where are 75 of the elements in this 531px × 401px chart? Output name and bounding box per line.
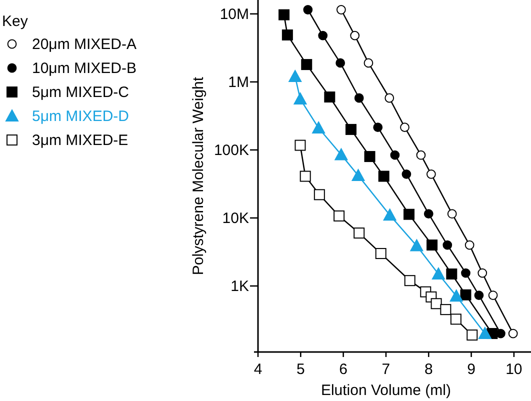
point <box>282 29 293 40</box>
point <box>318 30 328 40</box>
point <box>488 290 498 300</box>
point <box>352 169 365 182</box>
point <box>373 122 383 132</box>
point <box>384 93 394 103</box>
point <box>446 268 458 280</box>
point <box>508 328 518 338</box>
x-tick-label: 5 <box>296 361 305 378</box>
point <box>450 290 463 302</box>
point <box>404 275 416 286</box>
point <box>426 240 438 251</box>
legend-label: 5μm MIXED-C <box>32 84 130 101</box>
point <box>383 208 396 221</box>
x-tick-label: 9 <box>467 361 476 378</box>
point <box>303 5 313 14</box>
point <box>314 189 325 200</box>
x-tick-label: 6 <box>339 361 348 378</box>
point <box>294 140 306 151</box>
legend-title: Key <box>2 13 28 30</box>
x-tick-label: 7 <box>382 361 390 378</box>
point <box>400 122 410 132</box>
legend-label: 3μm MIXED-E <box>32 132 128 149</box>
point <box>450 314 462 325</box>
point <box>301 59 312 70</box>
y-tick-label: 1M <box>228 74 249 92</box>
point <box>278 9 290 20</box>
point <box>430 298 442 310</box>
point <box>334 148 348 160</box>
y-tick-label: 100K <box>214 142 249 160</box>
point <box>410 239 424 252</box>
point <box>364 58 374 68</box>
point <box>460 289 472 300</box>
point <box>440 304 452 316</box>
point <box>288 70 302 82</box>
point <box>375 248 386 260</box>
legend-label: 10μm MIXED-B <box>32 60 136 77</box>
point <box>426 169 436 179</box>
x-axis-title: Elution Volume (ml) <box>320 382 451 399</box>
point <box>424 209 434 219</box>
point <box>336 58 346 68</box>
point <box>334 210 345 222</box>
point <box>345 124 356 135</box>
point <box>312 122 326 134</box>
point <box>378 170 390 182</box>
point <box>336 5 346 14</box>
point <box>364 151 376 162</box>
point <box>432 268 445 280</box>
y-tick-label: 10K <box>222 210 249 228</box>
point <box>402 169 412 179</box>
point <box>474 290 484 300</box>
point <box>442 240 452 250</box>
y-tick-label: 10M <box>220 6 249 24</box>
point <box>478 268 488 278</box>
x-tick-label: 4 <box>254 361 262 378</box>
point <box>300 170 311 182</box>
y-axis-title: Polystyrene Molecular Weight <box>190 76 207 276</box>
x-tick-label: 8 <box>424 361 433 378</box>
y-tick-label: 1K <box>230 278 249 296</box>
point <box>466 330 478 341</box>
point <box>461 268 470 278</box>
point <box>324 92 336 102</box>
point <box>354 228 365 239</box>
point <box>447 209 457 219</box>
point <box>464 240 474 250</box>
x-tick-label: 10 <box>506 361 522 378</box>
legend-label: 20μm MIXED-A <box>32 36 136 53</box>
legend-label: 5μm MIXED-D <box>32 108 130 125</box>
point <box>478 327 492 340</box>
point <box>350 30 360 40</box>
point <box>416 150 426 160</box>
point <box>404 208 415 220</box>
point <box>390 150 400 160</box>
point <box>294 92 307 105</box>
point <box>354 93 364 103</box>
